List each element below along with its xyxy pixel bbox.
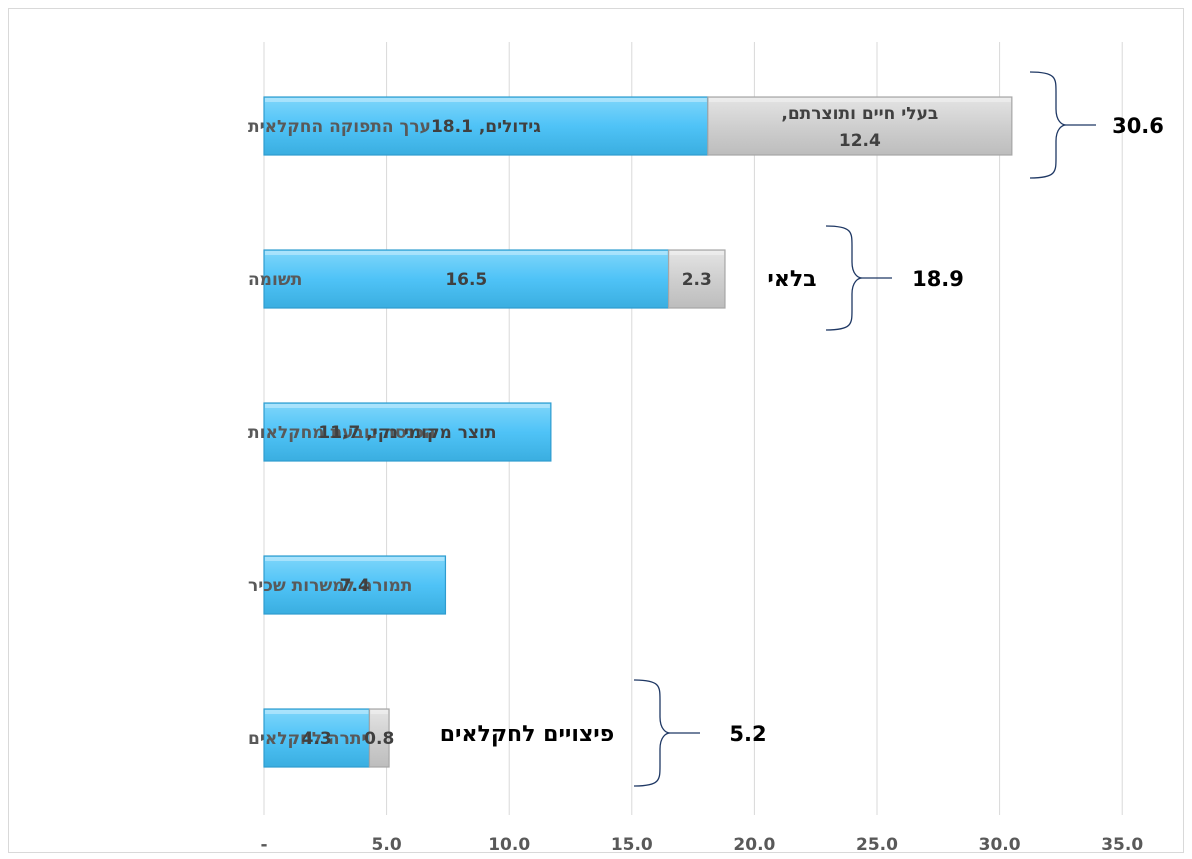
brace: [825, 225, 892, 331]
bar: [368, 708, 390, 768]
bar: [263, 96, 709, 156]
category-label: ערך התפוקה החקלאית: [248, 117, 431, 137]
bar-data-label: גידולים, 18.1: [431, 117, 541, 137]
annotations: 30.6 18.9 בלאי 5.2 פיצויים לחקלאים: [440, 71, 1164, 787]
bar-data-label: 2.3: [682, 270, 712, 290]
bar: [263, 402, 552, 462]
brace: [1029, 71, 1096, 179]
x-tick-label: 15.0: [611, 835, 653, 855]
chart-frame: [8, 8, 1184, 853]
annotation-label: בלאי: [767, 267, 816, 292]
bar-bevel: [265, 251, 668, 255]
gridlines: [263, 42, 1123, 815]
total-label: 18.9: [912, 267, 964, 291]
bar-bevel: [265, 98, 707, 102]
labels: - 5.0 10.0 15.0 20.0 25.0 30.0 35.0 ערך התפוקה ה…: [248, 104, 1143, 855]
bar-data-label: בעלי חיים ותוצרתם,: [781, 104, 938, 124]
brace: [633, 679, 700, 787]
bar: [707, 96, 1013, 156]
category-label: תשומה: [248, 270, 302, 290]
annotation-label: פיצויים לחקלאים: [440, 722, 615, 747]
bar-data-label: 12.4: [839, 131, 881, 151]
total-label: 5.2: [729, 722, 766, 746]
bar-bevel: [265, 404, 550, 408]
bars: [263, 96, 1013, 768]
x-tick-label: 35.0: [1101, 835, 1143, 855]
bar-data-label: 7.4: [340, 576, 370, 596]
bar-data-label: 4.3: [302, 729, 332, 749]
bar: [263, 555, 447, 615]
category-label: הכנסה נובעת מחקלאות: [248, 423, 436, 443]
x-tick-label: 30.0: [979, 835, 1021, 855]
x-tick-label: 5.0: [372, 835, 402, 855]
category-label: תמורה למשרות שכיר: [248, 576, 412, 596]
category-label: יתרה לחקלאים: [248, 729, 366, 749]
x-tick-label: 20.0: [733, 835, 775, 855]
bar-data-label: 16.5: [445, 270, 487, 290]
bar-data-label: תוצר מקומי נקי, 11.7: [318, 423, 496, 443]
bar-bevel: [265, 557, 445, 561]
bar-bevel: [265, 710, 369, 714]
total-label: 30.6: [1112, 114, 1164, 138]
x-tick-label: 25.0: [856, 835, 898, 855]
x-tick-label: 10.0: [488, 835, 530, 855]
bar: [667, 249, 726, 309]
bar-bevel: [708, 98, 1011, 102]
bar-bevel: [669, 251, 724, 255]
x-tick-label: -: [260, 835, 267, 855]
bar-bevel: [370, 710, 389, 714]
bar-data-label: 0.8: [364, 729, 394, 749]
bar: [263, 249, 670, 309]
